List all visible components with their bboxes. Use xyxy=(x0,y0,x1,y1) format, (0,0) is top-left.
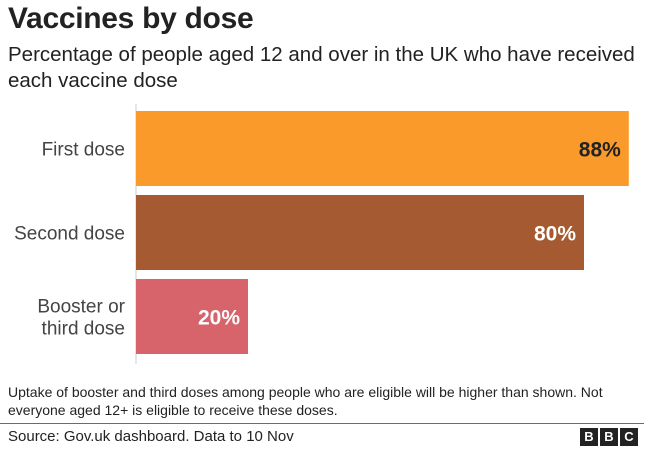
bar-second-dose xyxy=(136,195,584,270)
value-label-booster-or-third-dose: 20% xyxy=(198,307,240,330)
bar-booster-or-third-dose xyxy=(136,279,248,354)
value-label-second-dose: 80% xyxy=(534,223,576,246)
logo-block: C xyxy=(620,428,638,446)
footer-divider xyxy=(0,423,644,424)
chart-subtitle: Percentage of people aged 12 and over in… xyxy=(8,43,635,92)
value-label-first-dose: 88% xyxy=(579,139,621,162)
logo-block: B xyxy=(600,428,618,446)
bar-first-dose xyxy=(136,111,629,186)
category-label-booster-or-third-dose: Booster or xyxy=(37,297,125,318)
chart-note: Uptake of booster and third doses among … xyxy=(8,384,603,418)
logo-block: B xyxy=(580,428,598,446)
category-label-booster-or-third-dose: third dose xyxy=(42,319,125,340)
bbc-logo: B B C xyxy=(580,428,638,446)
source-text: Source: Gov.uk dashboard. Data to 10 Nov xyxy=(8,428,294,445)
category-label-second-dose: Second dose xyxy=(14,224,125,245)
bar-chart: First dose 88% Second dose 80% Booster orthi… xyxy=(14,104,629,364)
category-label-first-dose: First dose xyxy=(42,140,125,161)
bars-group: First dose 88% Second dose 80% Booster orthi… xyxy=(14,111,629,354)
chart-title: Vaccines by dose xyxy=(8,2,254,35)
